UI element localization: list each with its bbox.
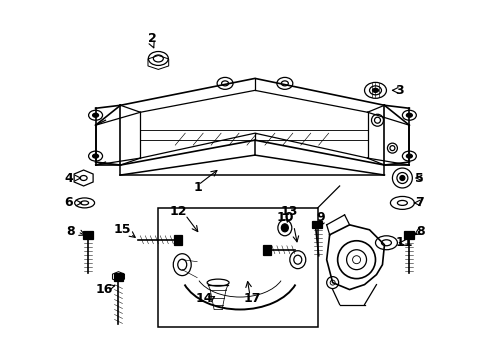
Ellipse shape — [399, 176, 404, 180]
Ellipse shape — [372, 88, 378, 92]
Text: 9: 9 — [316, 211, 325, 224]
Ellipse shape — [281, 224, 288, 232]
Text: 1: 1 — [193, 181, 202, 194]
Text: 17: 17 — [243, 292, 260, 305]
Text: 8: 8 — [66, 225, 75, 238]
Ellipse shape — [92, 154, 99, 158]
Text: 10: 10 — [276, 211, 293, 224]
Bar — [113, 273, 123, 280]
Text: 2: 2 — [148, 32, 157, 45]
Text: 6: 6 — [64, 197, 73, 210]
Text: 11: 11 — [395, 236, 412, 249]
Text: 4: 4 — [64, 171, 73, 185]
Text: 15: 15 — [114, 223, 131, 236]
Ellipse shape — [92, 113, 99, 117]
Bar — [158, 208, 317, 328]
Text: 7: 7 — [414, 197, 423, 210]
Text: 14: 14 — [195, 292, 212, 305]
Bar — [82, 231, 92, 239]
Text: 8: 8 — [415, 225, 424, 238]
Ellipse shape — [406, 113, 411, 117]
Text: 12: 12 — [169, 205, 186, 219]
Bar — [263, 245, 270, 255]
Ellipse shape — [406, 154, 411, 158]
Text: 3: 3 — [394, 84, 403, 97]
Text: 16: 16 — [96, 283, 113, 296]
Bar — [404, 231, 413, 239]
Bar — [174, 235, 182, 245]
Bar — [311, 221, 321, 228]
Text: 5: 5 — [414, 171, 423, 185]
Text: 13: 13 — [280, 205, 297, 219]
